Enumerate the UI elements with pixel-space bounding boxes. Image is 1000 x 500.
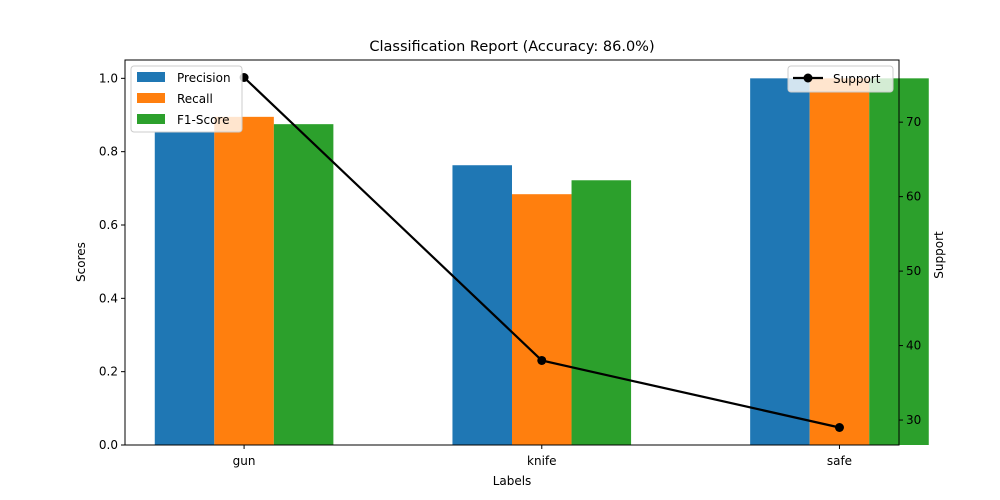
y-right-tick-label: 40 (906, 339, 921, 353)
chart-title: Classification Report (Accuracy: 86.0%) (369, 39, 654, 55)
legend-swatch-precision (137, 72, 165, 82)
legend-support-marker (803, 73, 813, 83)
support-point-safe (834, 423, 844, 432)
x-tick-label: knife (527, 454, 557, 468)
y-tick-label: 1.0 (99, 71, 118, 85)
x-axis-label: Labels (493, 474, 532, 488)
bar-f1-score-gun (273, 124, 334, 446)
y-axis-right-label: Support (932, 231, 946, 279)
legend-label-f1-score: F1-Score (177, 113, 229, 127)
y-right-tick-label: 70 (906, 115, 921, 129)
y-right-tick-label: 60 (906, 190, 921, 204)
axes-layer: 0.0 0.2 0.4 0.6 0.8 1.0 30 40 50 60 70 gun knife safe (99, 59, 921, 468)
legend-label-precision: Precision (177, 71, 231, 85)
support-point-knife (537, 355, 547, 365)
legend-support: Support (787, 65, 894, 93)
legend-support-frame (787, 65, 894, 93)
y-tick-label: 0.8 (99, 145, 118, 159)
bar-recall-knife (512, 194, 572, 445)
bar-precision-safe (750, 78, 810, 445)
y-right-tick-label: 30 (906, 413, 921, 427)
legend-label-recall: Recall (177, 92, 213, 106)
y-tick-label: 0.4 (99, 291, 118, 305)
legend-swatch-f1-score (137, 114, 165, 124)
y-tick-label: 0.0 (99, 438, 118, 452)
x-tick-label: safe (827, 454, 852, 468)
y-axis-label: Scores (74, 242, 88, 282)
bar-recall-gun (214, 116, 274, 445)
y-tick-label: 0.2 (99, 365, 118, 379)
axes-frame (124, 59, 900, 446)
bar-precision-gun (154, 131, 215, 445)
legend-support-label: Support (833, 72, 881, 86)
bar-f1-score-knife (571, 180, 632, 445)
x-tick-label: gun (233, 454, 256, 468)
y-right-tick-label: 50 (906, 264, 921, 278)
legend-bars: Precision Recall F1-Score (130, 65, 243, 133)
legend-swatch-recall (137, 93, 165, 103)
bar-recall-safe (809, 78, 870, 445)
y-tick-label: 0.6 (99, 218, 118, 232)
